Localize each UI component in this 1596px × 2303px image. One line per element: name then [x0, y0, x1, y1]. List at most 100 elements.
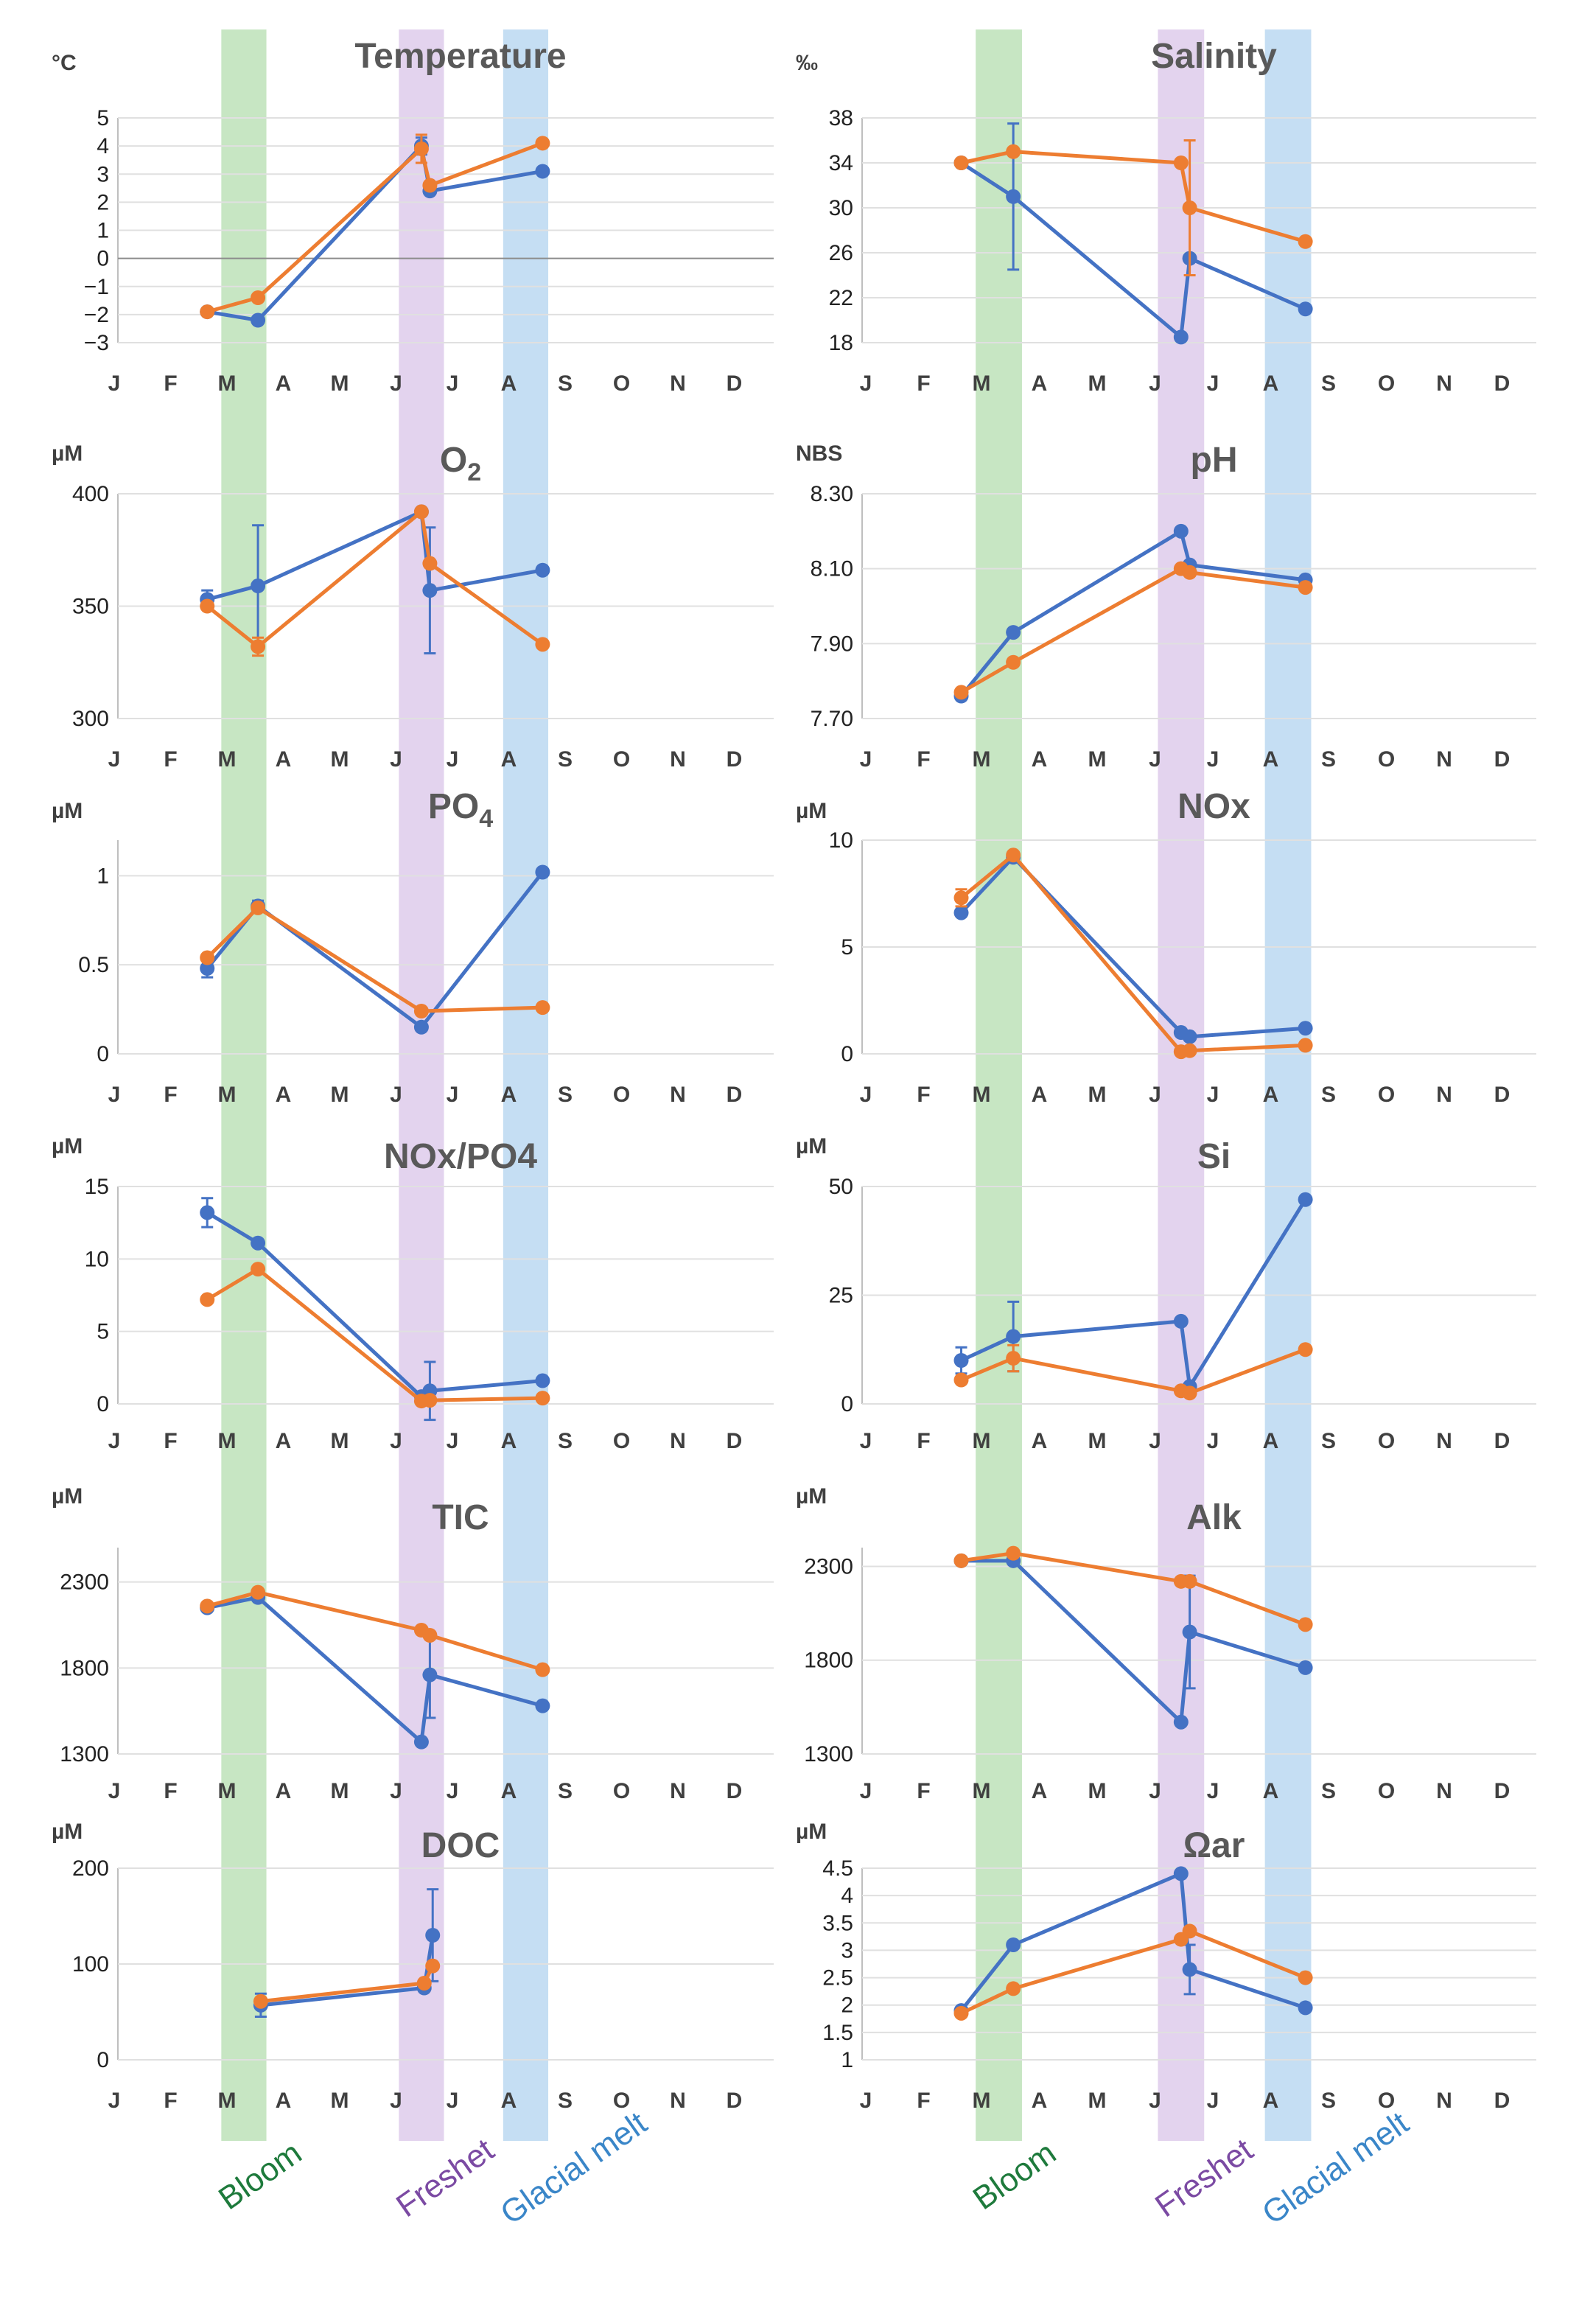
chart-title: NOx/PO4 [384, 1137, 537, 1176]
x-tick-label: M [331, 1083, 349, 1107]
x-tick-label: N [1436, 2089, 1452, 2113]
y-tick-label: 8.10 [811, 557, 853, 581]
y-unit-label: °C [52, 51, 77, 75]
x-tick-label: F [917, 1429, 930, 1453]
y-tick-label: 4.5 [822, 1856, 853, 1881]
x-tick-label: F [917, 1083, 930, 1107]
x-tick-label: D [1494, 2089, 1511, 2113]
data-point-orange [200, 1598, 215, 1614]
data-point-orange [1182, 565, 1197, 580]
data-point-blue [251, 312, 266, 328]
x-tick-label: J [1149, 2089, 1161, 2113]
y-tick-label: 3 [841, 1938, 853, 1963]
x-tick-label: J [390, 371, 402, 396]
data-point-orange [422, 178, 438, 193]
y-tick-label: 10 [829, 828, 853, 853]
y-tick-label: 38 [829, 106, 853, 130]
data-point-orange [953, 2005, 969, 2021]
data-point-blue [1182, 1962, 1197, 1977]
x-tick-label: S [558, 1083, 573, 1107]
y-unit-label: µM [52, 1820, 83, 1844]
x-tick-label: J [1207, 1779, 1219, 1803]
season-label: Bloom [967, 2135, 1063, 2218]
x-tick-label: O [1378, 1779, 1395, 1803]
x-tick-label: M [331, 1429, 349, 1453]
series-line-blue [206, 870, 545, 1030]
y-tick-label: 5 [841, 935, 853, 960]
chart-title: O2 [440, 441, 481, 486]
data-point-orange [1006, 848, 1021, 863]
x-tick-label: J [108, 371, 121, 396]
y-tick-label: −1 [84, 275, 109, 299]
data-point-orange [422, 1393, 438, 1408]
x-tick-label: D [727, 1429, 743, 1453]
x-tick-label: D [727, 747, 743, 772]
data-point-orange [1298, 580, 1313, 595]
x-tick-label: S [558, 371, 573, 396]
x-tick-label: N [670, 747, 686, 772]
data-point-orange [422, 1628, 438, 1643]
x-tick-label: S [1321, 371, 1336, 396]
x-tick-label: S [1321, 1779, 1336, 1803]
y-unit-label: µM [796, 1134, 827, 1159]
y-tick-label: 300 [72, 707, 109, 731]
y-tick-label: 0 [841, 1042, 853, 1066]
y-tick-label: 1800 [60, 1656, 109, 1680]
season-label: Bloom [212, 2135, 308, 2218]
data-point-blue [535, 1698, 550, 1713]
x-tick-label: O [1378, 747, 1395, 772]
y-tick-label: 5 [97, 106, 109, 130]
x-tick-label: N [670, 1429, 686, 1453]
data-point-orange [200, 598, 215, 614]
y-tick-label: 22 [829, 286, 853, 310]
chart-title: DOC [421, 1826, 500, 1865]
x-tick-label: S [1321, 747, 1336, 772]
y-tick-label: 2300 [804, 1554, 853, 1579]
x-tick-label: D [1494, 747, 1511, 772]
y-tick-label: 1300 [804, 1742, 853, 1766]
x-tick-label: M [973, 747, 991, 772]
x-tick-label: A [501, 1429, 517, 1453]
x-tick-label: J [447, 1429, 459, 1453]
y-unit-label: µM [52, 441, 83, 466]
data-point-blue [535, 864, 550, 880]
x-tick-label: D [1494, 1779, 1511, 1803]
x-tick-label: S [558, 1779, 573, 1803]
x-tick-label: O [613, 371, 630, 396]
data-point-blue [1298, 1192, 1313, 1207]
x-tick-label: J [860, 1429, 872, 1453]
y-tick-label: 350 [72, 595, 109, 619]
y-unit-label: µM [796, 1820, 827, 1844]
chart-title: Si [1197, 1137, 1231, 1176]
x-tick-label: M [973, 2089, 991, 2113]
x-tick-label: J [447, 747, 459, 772]
chart-panel-nox: 0 5 10 J F M A M J J A S O N D NOx µM [796, 787, 1536, 1107]
x-tick-label: J [447, 1083, 459, 1107]
data-point-orange [422, 556, 438, 571]
x-tick-label: F [164, 2089, 177, 2113]
y-tick-label: 1300 [60, 1742, 109, 1766]
x-tick-label: O [613, 1779, 630, 1803]
season-band-bloom [221, 29, 267, 2141]
data-point-orange [953, 155, 969, 170]
chart-panel-po4: 0 0.5 1 J F M A M J J A S O N D PO4 µM [52, 787, 774, 1107]
x-tick-label: M [1088, 1083, 1107, 1107]
x-tick-label: A [1032, 1429, 1048, 1453]
x-tick-label: M [218, 371, 237, 396]
data-point-orange [953, 1372, 969, 1388]
data-point-orange [425, 1958, 441, 1974]
data-point-orange [251, 1262, 266, 1277]
x-tick-label: J [108, 2089, 121, 2113]
x-tick-label: O [1378, 2089, 1395, 2113]
chart-title: pH [1191, 441, 1238, 480]
data-point-orange [953, 890, 969, 906]
x-tick-label: M [331, 371, 349, 396]
data-point-blue [425, 1928, 441, 1943]
x-tick-label: A [501, 2089, 517, 2113]
chart-title: TIC [432, 1498, 489, 1537]
data-point-blue [200, 961, 215, 976]
x-tick-label: A [1263, 1083, 1279, 1107]
season-band-glacial-melt [1264, 29, 1312, 2141]
data-point-blue [1182, 1624, 1197, 1640]
y-tick-label: 2 [97, 190, 109, 214]
